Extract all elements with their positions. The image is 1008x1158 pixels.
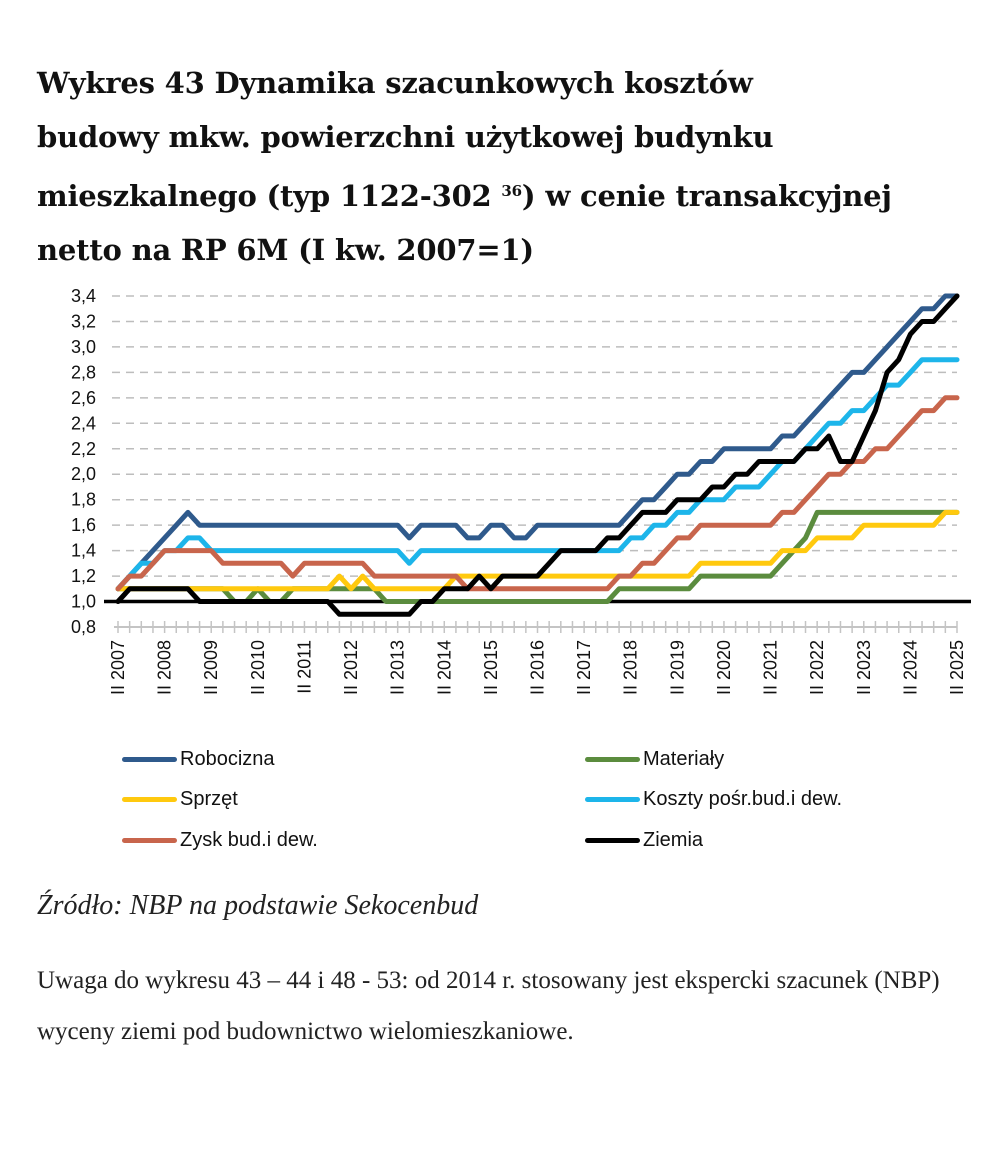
footnote-ref[interactable]: 36 <box>501 182 522 200</box>
legend-item: Materiały <box>585 748 724 771</box>
legend-swatch-icon <box>122 797 177 802</box>
x-tick-label: II 2010 <box>248 640 268 695</box>
x-tick-label: II 2007 <box>108 640 128 695</box>
x-tick-label: II 2009 <box>201 640 221 695</box>
title-line-3b: ) w cenie transakcyjnej <box>521 179 892 213</box>
title-line-3a: mieszkalnego (typ 1122-302 <box>37 179 502 213</box>
y-tick-label: 2,8 <box>71 362 96 382</box>
chart-note: Uwaga do wykresu 43 – 44 i 48 - 53: od 2… <box>37 967 940 1045</box>
x-tick-label: II 2008 <box>155 640 175 695</box>
legend-swatch-icon <box>122 757 177 762</box>
x-tick-label: II 2025 <box>947 640 967 695</box>
title-line-1: Wykres 43 Dynamika szacunkowych kosztów <box>37 66 753 100</box>
y-tick-label: 2,2 <box>71 439 96 459</box>
legend-item: Zysk bud.i dew. <box>122 829 318 852</box>
x-tick-label: II 2011 <box>294 640 314 694</box>
legend-item: Koszty pośr.bud.i dew. <box>585 788 842 811</box>
legend-label: Zysk bud.i dew. <box>180 829 318 851</box>
chart-title: Wykres 43 Dynamika szacunkowych kosztów … <box>37 56 997 277</box>
x-tick-label: II 2023 <box>854 640 874 695</box>
x-tick-label: II 2020 <box>714 640 734 695</box>
series-line-robocizna <box>115 293 960 592</box>
y-tick-label: 1,6 <box>71 515 96 535</box>
title-line-3: mieszkalnego (typ 1122-302 36) w cenie t… <box>37 164 997 223</box>
series-line-ziemia <box>115 293 960 617</box>
y-tick-label: 1,4 <box>71 541 96 561</box>
legend-swatch-icon <box>585 757 640 762</box>
y-tick-label: 2,4 <box>71 413 96 433</box>
legend-label: Sprzęt <box>180 788 238 810</box>
x-tick-label: II 2018 <box>621 640 641 695</box>
y-tick-label: 1,0 <box>71 592 96 612</box>
legend-label: Koszty pośr.bud.i dew. <box>643 788 843 810</box>
y-tick-label: 3,4 <box>71 286 96 306</box>
y-tick-label: 3,0 <box>71 337 96 357</box>
legend-swatch-icon <box>122 838 177 843</box>
legend-item: Ziemia <box>585 829 703 852</box>
line-chart: 0,8 1,0 1,2 1,4 1,6 1,8 2,0 2,2 2,4 2,6 2,8 3,0 3,2 3… <box>71 286 971 695</box>
legend-swatch-icon <box>585 797 640 802</box>
x-tick-label: II 2012 <box>341 640 361 695</box>
y-tick-label: 0,8 <box>71 617 96 637</box>
series-line-koszty-po-r-bud-i-dew- <box>115 357 960 592</box>
x-tick-label: II 2016 <box>528 640 548 695</box>
x-tick-label: II 2019 <box>667 640 687 695</box>
x-tick-label: II 2015 <box>481 640 501 695</box>
x-tick-label: II 2014 <box>434 640 454 695</box>
y-tick-label: 1,2 <box>71 566 96 586</box>
x-tick-label: II 2013 <box>388 640 408 695</box>
y-tick-label: 1,8 <box>71 490 96 510</box>
x-tick-label: II 2022 <box>807 640 827 695</box>
legend-swatch-icon <box>585 838 640 843</box>
y-tick-label: 3,2 <box>71 311 96 331</box>
y-tick-label: 2,6 <box>71 388 96 408</box>
legend-label: Materiały <box>643 748 725 770</box>
source-caption: Źródło: NBP na podstawie Sekocenbud <box>37 890 479 921</box>
x-tick-label: II 2021 <box>761 640 781 695</box>
legend-label: Robocizna <box>180 748 275 770</box>
title-line-4: netto na RP 6M (I kw. 2007=1) <box>37 233 534 267</box>
legend-item: Robocizna <box>122 748 275 771</box>
y-tick-label: 2,0 <box>71 464 96 484</box>
legend-label: Ziemia <box>643 829 704 851</box>
x-tick-label: II 2017 <box>574 640 594 695</box>
series-line-zysk-bud-i-dew- <box>115 395 960 592</box>
x-tick-label: II 2024 <box>900 640 920 695</box>
title-line-2: budowy mkw. powierzchni użytkowej budynk… <box>37 120 774 154</box>
legend-item: Sprzęt <box>122 788 238 811</box>
